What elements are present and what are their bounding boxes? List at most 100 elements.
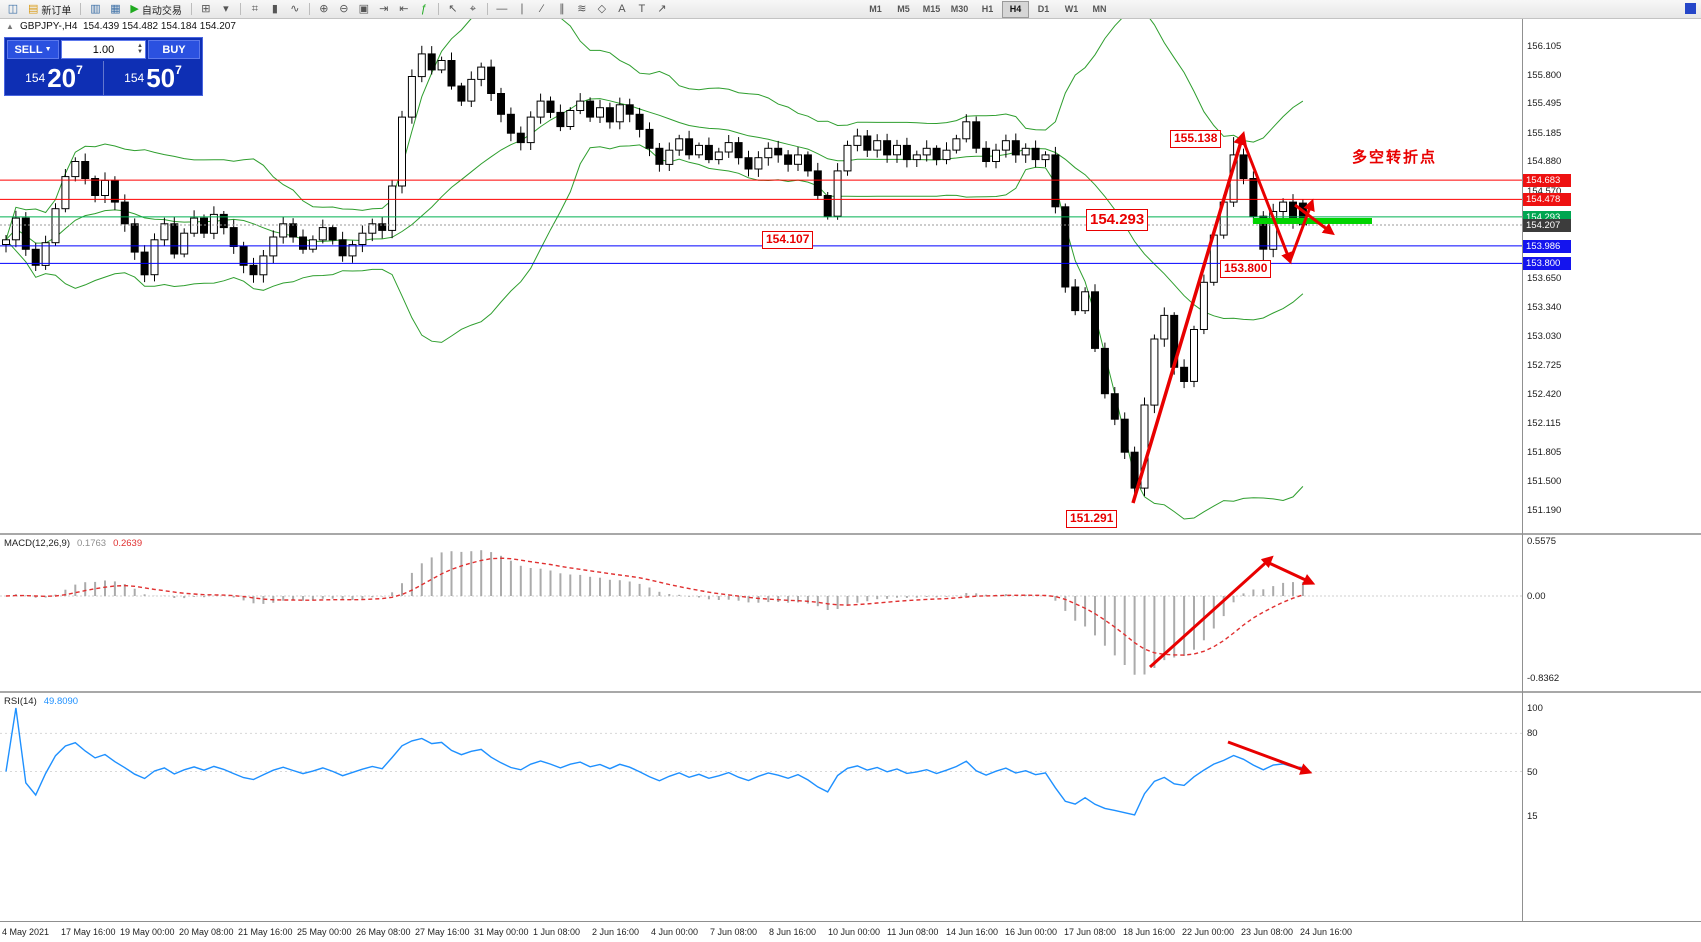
time-label: 31 May 00:00 (474, 927, 529, 937)
panel-divider[interactable] (0, 691, 1701, 693)
timeframe-h1[interactable]: H1 (981, 4, 994, 14)
time-label: 26 May 08:00 (356, 927, 411, 937)
new-order-button[interactable]: ▤ 新订单 (24, 2, 75, 17)
zoom-out-icon: ⊖ (339, 2, 349, 15)
price-scale[interactable]: 156.105 155.800 155.495 155.185 154.880 154.5… (1523, 0, 1700, 921)
hline-icon[interactable]: ― (493, 2, 511, 17)
chart-note[interactable]: 多空转折点 (1352, 149, 1438, 166)
panel-collapse-arrow[interactable]: ▲ (6, 22, 14, 31)
crosshair-icon[interactable]: ⌖ (464, 2, 482, 17)
new-chart-icon[interactable]: ⊞ (197, 2, 215, 17)
tile-windows-icon[interactable]: ▣ (355, 2, 373, 17)
panel-divider[interactable] (0, 533, 1701, 535)
time-axis[interactable]: 4 May 2021 17 May 16:00 19 May 00:00 20 May… (0, 921, 1701, 942)
buy-button-label: BUY (162, 43, 186, 56)
zoom-in-icon[interactable]: ⊕ (315, 2, 333, 17)
shift-chart-icon: ⇤ (399, 2, 409, 15)
price-tag: 154.683 (1523, 174, 1571, 188)
toolbar-separator (239, 3, 241, 15)
timeframe-h4[interactable]: H4 (1002, 1, 1029, 18)
rsi-canvas[interactable] (0, 693, 1522, 921)
price-tick: 153.030 (1527, 331, 1562, 343)
trade-panel-controls: SELL ▼ 1.00 ▲ ▼ BUY (5, 38, 202, 61)
fibo-icon[interactable]: ≋ (573, 2, 591, 17)
autotrade-button-label: 自动交易 (141, 5, 182, 17)
macd-scale-tick: 0.00 (1527, 591, 1546, 602)
buy-price[interactable]: 154 50 7 (104, 61, 202, 95)
bar-chart-icon[interactable]: ⌗ (246, 2, 264, 17)
price-tick: 151.500 (1527, 475, 1562, 487)
shapes-icon: ◇ (597, 2, 607, 15)
data-window-icon[interactable]: ▦ (106, 2, 124, 17)
volume-input[interactable]: 1.00 ▲ ▼ (61, 40, 146, 59)
macd-scale-tick: -0.8362 (1527, 673, 1560, 685)
timeframe-mn[interactable]: MN (1092, 4, 1107, 14)
line-chart-icon: ∿ (290, 2, 300, 15)
channel-icon: ∥ (559, 2, 565, 15)
timeframe-d1[interactable]: D1 (1037, 4, 1050, 14)
text-icon[interactable]: A (613, 2, 631, 17)
buy-button[interactable]: BUY (148, 40, 200, 59)
time-label: 14 Jun 16:00 (946, 927, 999, 937)
toolbar-separator (80, 3, 82, 15)
stepper-up-icon[interactable]: ▲ (137, 43, 143, 49)
profiles-icon: ▾ (223, 2, 229, 15)
shapes-icon[interactable]: ◇ (593, 2, 611, 17)
timeframe-m30[interactable]: M30 (950, 4, 969, 14)
time-label: 25 May 00:00 (297, 927, 352, 937)
toolbar-left-group: ◫ ▤ 新订单 ▥ ▦ ▶ 自动交易 ⊞ ▾ ⌗ ▮ ∿ ⊕ ⊖ ▣ ⇥ ⇤ ƒ ↖ ⌖ ― ∣ ∕ ∥ ≋ ◇ A T ↗ (0, 0, 672, 18)
trendline-icon[interactable]: ∕ (533, 2, 551, 17)
macd-signal-value: 0.2639 (113, 538, 143, 549)
price-tick: 153.340 (1527, 301, 1562, 313)
price-chart-canvas[interactable] (0, 18, 1522, 533)
help-icon[interactable] (1685, 3, 1696, 14)
chart-icon[interactable]: ◫ (4, 2, 22, 17)
autotrade-button[interactable]: ▶ 自动交易 (126, 2, 185, 17)
toolbar-separator (437, 3, 439, 15)
channel-icon[interactable]: ∥ (553, 2, 571, 17)
price-annotation-box[interactable]: 154.107 (762, 231, 814, 249)
price-annotation-box[interactable]: 153.800 (1220, 260, 1272, 278)
timeframe-m15[interactable]: M15 (922, 4, 941, 14)
timeframe-m1[interactable]: M1 (869, 4, 882, 14)
macd-value: 0.1763 (77, 538, 107, 549)
price-tick: 152.420 (1527, 388, 1562, 400)
market-watch-icon: ▥ (90, 2, 101, 15)
price-tag: 154.207 (1523, 219, 1571, 233)
time-label: 2 Jun 16:00 (592, 927, 640, 937)
time-label: 4 May 2021 (2, 927, 50, 937)
sell-price[interactable]: 154 20 7 (5, 61, 104, 95)
candle-chart-icon[interactable]: ▮ (266, 2, 284, 17)
macd-canvas[interactable] (0, 535, 1522, 691)
rsi-scale-tick: 15 (1527, 810, 1538, 822)
zoom-out-icon[interactable]: ⊖ (335, 2, 353, 17)
time-label: 10 Jun 00:00 (828, 927, 881, 937)
volume-stepper[interactable]: ▲ ▼ (137, 43, 143, 55)
sell-price-big: 20 (47, 63, 77, 93)
vline-icon[interactable]: ∣ (513, 2, 531, 17)
rsi-name: RSI(14) (4, 696, 37, 707)
auto-scroll-icon[interactable]: ⇥ (375, 2, 393, 17)
price-tag: 154.478 (1523, 193, 1571, 207)
toolbar-separator (486, 3, 488, 15)
timeframe-w1[interactable]: W1 (1064, 4, 1079, 14)
indicators-icon[interactable]: ƒ (415, 2, 433, 17)
price-annotation-box[interactable]: 151.291 (1066, 510, 1118, 528)
price-annotation-box[interactable]: 155.138 (1170, 130, 1222, 148)
shift-chart-icon[interactable]: ⇤ (395, 2, 413, 17)
label-icon[interactable]: T (633, 2, 651, 17)
stepper-down-icon[interactable]: ▼ (137, 49, 143, 55)
cursor-icon[interactable]: ↖ (444, 2, 462, 17)
arrow-tool-icon[interactable]: ↗ (653, 2, 671, 17)
price-tick: 155.800 (1527, 69, 1562, 81)
symbol-info: GBPJPY-,H4 154.439 154.482 154.184 154.2… (20, 21, 236, 32)
rsi-scale-tick: 100 (1527, 703, 1543, 714)
price-annotation-box[interactable]: 154.293 (1086, 209, 1149, 231)
bar-chart-icon: ⌗ (251, 2, 258, 15)
market-watch-icon[interactable]: ▥ (86, 2, 104, 17)
timeframe-m5[interactable]: M5 (897, 4, 910, 14)
line-chart-icon[interactable]: ∿ (286, 2, 304, 17)
sell-button[interactable]: SELL ▼ (7, 40, 59, 59)
profiles-icon[interactable]: ▾ (217, 2, 235, 17)
